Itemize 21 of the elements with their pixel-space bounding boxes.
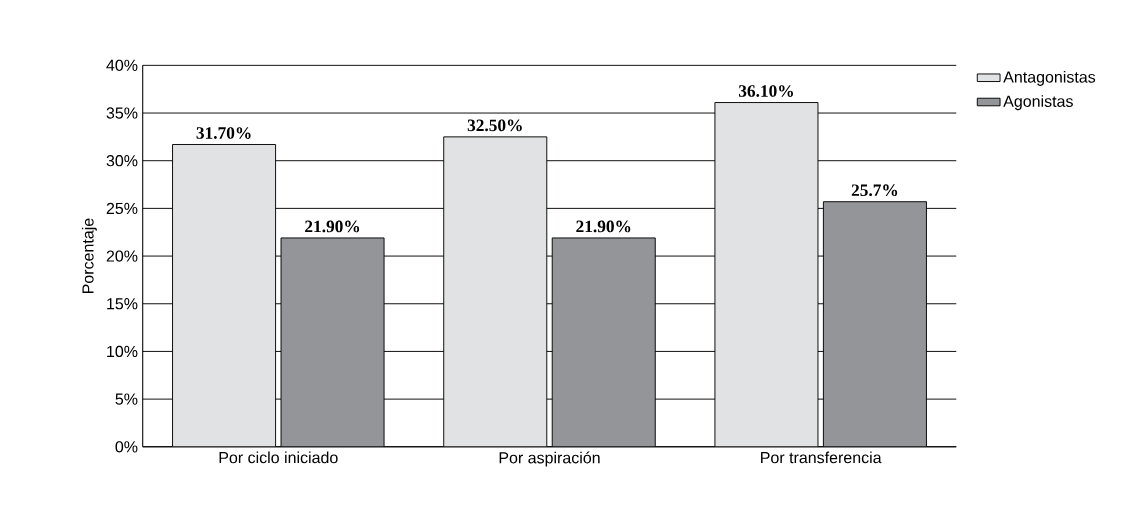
- y-axis-title: Porcentaje: [81, 218, 97, 293]
- y-tick-label: 15%: [107, 297, 138, 310]
- x-tick-label: Por aspiración: [499, 451, 600, 467]
- y-tick-label: 10%: [107, 345, 138, 357]
- legend-label: Agonistas: [1003, 94, 1073, 110]
- data-label: 25.7%: [851, 184, 898, 196]
- data-label: 21.90%: [576, 220, 631, 233]
- y-tick-label: 40%: [106, 59, 138, 71]
- y-tick-label: 0%: [115, 440, 138, 453]
- y-tick-label: 25%: [106, 202, 138, 214]
- data-label: 21.90%: [305, 220, 360, 233]
- y-tick-label: 35%: [106, 107, 138, 119]
- x-tick-label: Por ciclo iniciado: [219, 451, 338, 464]
- data-label: 32.50%: [467, 119, 522, 132]
- legend-label: Antagonistas: [1003, 70, 1096, 86]
- data-label: 36.10%: [738, 84, 793, 97]
- y-tick-label: 5%: [115, 393, 138, 405]
- x-tick-label: Por transferencia: [761, 451, 882, 464]
- data-label: 31.70%: [196, 126, 251, 139]
- y-tick-label: 30%: [106, 154, 138, 167]
- y-tick-label: 20%: [106, 250, 138, 262]
